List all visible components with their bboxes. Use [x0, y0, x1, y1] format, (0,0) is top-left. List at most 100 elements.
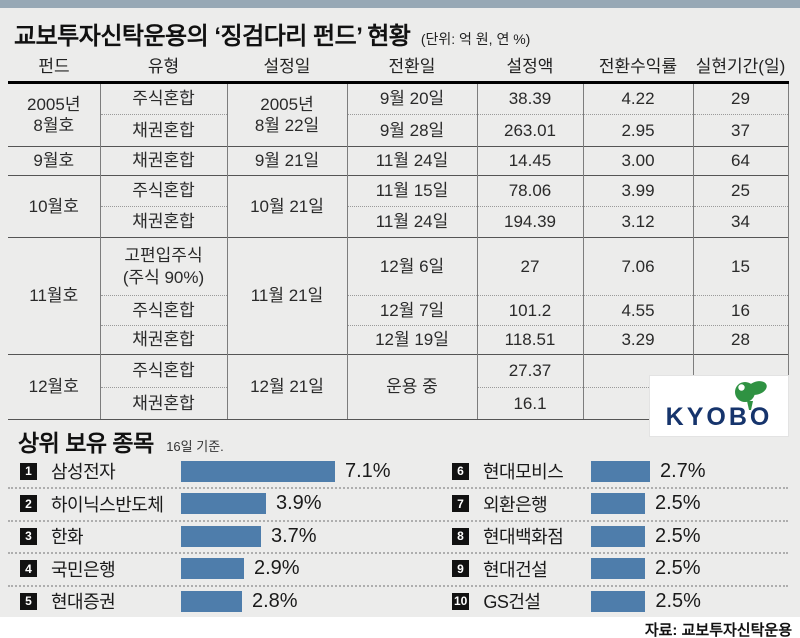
type-cell: 채권혼합: [99, 114, 227, 147]
return-cell: 4.55: [582, 295, 693, 326]
fund-cell: 12월호: [8, 354, 100, 420]
rank-badge: 3: [20, 527, 37, 545]
rank-badge: 9: [452, 560, 469, 578]
stock-name: 한화: [51, 527, 84, 548]
amount-cell: 16.1: [476, 387, 583, 420]
table-row: 11월호 고편입주식 (주식 90%) 11월 21일 12월 6일 27 7.…: [8, 237, 789, 355]
conv-date-cell: 11월 24일: [346, 146, 477, 176]
type-cell: 주식혼합: [99, 295, 227, 326]
amount-cell: 101.2: [476, 295, 583, 326]
days-cell: 15: [692, 237, 789, 296]
header-row: 펀드 유형 설정일 전환일 설정액 전환수익률 실현기간(일): [8, 52, 788, 84]
col-header-amount: 설정액: [477, 52, 583, 84]
holding-value: 3.7%: [271, 524, 317, 547]
table-row: 채권혼합 9월 28일 263.01 2.95 37: [8, 114, 789, 147]
stock-name: 국민은행: [51, 559, 116, 580]
fund-cell: 11월호: [8, 237, 100, 355]
conv-date-cell: 9월 28일: [346, 114, 477, 147]
set-date-cell: 11월 21일: [226, 237, 347, 355]
table-row: 12월호 주식혼합 12월 21일 운용 중 27.37: [8, 354, 789, 420]
stock-name: GS건설: [483, 592, 541, 613]
type-cell: 주식혼합: [99, 82, 227, 115]
rank-badge: 2: [20, 495, 37, 513]
return-cell: 2.95: [582, 114, 693, 147]
return-cell: 3.99: [582, 175, 693, 207]
return-cell: 3.12: [582, 206, 693, 238]
table-row: 채권혼합 11월 24일 194.39 3.12 34: [8, 206, 789, 238]
holdings-note: 16일 기준.: [166, 439, 224, 454]
type-cell: 고편입주식 (주식 90%): [99, 237, 227, 296]
page-title: 교보투자신탁운용의 ‘징검다리 펀드’ 현황: [14, 23, 411, 50]
type-cell: 채권혼합: [99, 146, 227, 176]
set-date-cell: 12월 21일: [226, 354, 347, 420]
amount-cell: 27: [476, 237, 583, 296]
stock-name: 현대백화점: [483, 527, 564, 548]
type-cell: 채권혼합: [99, 206, 227, 238]
holding-value: 3.9%: [276, 492, 322, 515]
kyobo-logo: KYOBO: [650, 376, 788, 436]
holding-bar: [591, 558, 645, 580]
unit-label: (단위: 억 원, 연 %): [420, 31, 531, 47]
fund-cell: 2005년 8월호: [27, 94, 81, 135]
dotted-divider: [8, 487, 788, 489]
holding-bar: [181, 558, 244, 580]
table-row: 채권혼합 12월 19일 118.51 3.29 28: [8, 325, 789, 355]
holdings-column-left: 1 삼성전자 7.1% 2 하이닉스반도체 3.9% 3 한화 3.7% 4 국…: [8, 455, 408, 618]
holding-item: 1 삼성전자 7.1%: [8, 455, 408, 488]
holdings-column-right: 6 현대모비스 2.7% 7 외환은행 2.5% 8 현대백화점 2.5% 9 …: [440, 455, 788, 618]
days-cell: 16: [692, 295, 789, 326]
table-row: 주식혼합 12월 7일 101.2 4.55 16: [8, 295, 789, 326]
holding-value: 2.5%: [655, 492, 701, 515]
dotted-divider: [8, 519, 788, 522]
holding-bar: [181, 493, 266, 515]
footer: 자료: 교보투자신탁운용: [0, 617, 800, 638]
holding-item: 7 외환은행 2.5%: [440, 488, 788, 521]
dotted-divider: [8, 552, 788, 554]
holding-value: 2.5%: [655, 589, 701, 612]
conv-date-cell: 9월 20일: [346, 82, 477, 115]
rank-badge: 10: [452, 592, 470, 610]
holding-item: 4 국민은행 2.9%: [8, 553, 408, 586]
col-header-set-date: 설정일: [227, 52, 347, 84]
col-header-conv-date: 전환일: [347, 52, 477, 84]
conv-date-cell: 11월 15일: [346, 175, 477, 207]
amount-cell: 14.45: [476, 146, 583, 176]
conv-date-cell: 12월 6일: [346, 237, 477, 296]
col-header-fund: 펀드: [8, 52, 100, 84]
return-cell: 3.00: [582, 146, 693, 176]
title-block: 교보투자신탁운용의 ‘징검다리 펀드’ 현황 (단위: 억 원, 연 %): [14, 16, 786, 51]
fund-table: 펀드 유형 설정일 전환일 설정액 전환수익률 실현기간(일) 2005년 8월…: [8, 52, 789, 420]
holding-item: 10 GS건설 2.5%: [440, 585, 788, 618]
rank-badge: 4: [20, 560, 37, 578]
holding-bar: [591, 590, 646, 612]
rank-badge: 1: [20, 462, 37, 480]
holding-bar: [591, 525, 645, 547]
holding-bar: [181, 590, 242, 612]
rank-badge: 7: [452, 495, 469, 513]
holding-item: 5 현대증권 2.8%: [8, 585, 408, 618]
col-header-return: 전환수익률: [583, 52, 693, 84]
amount-cell: 38.39: [476, 82, 583, 115]
stock-name: 삼성전자: [51, 462, 116, 483]
holding-value: 7.1%: [345, 459, 391, 482]
holding-bar: [181, 460, 335, 482]
set-date-cell: 9월 21일: [226, 146, 347, 176]
holding-item: 8 현대백화점 2.5%: [440, 520, 788, 553]
holding-value: 2.7%: [660, 459, 706, 482]
type-cell: 주식혼합: [99, 175, 227, 207]
days-cell: 34: [692, 206, 789, 238]
rank-badge: 6: [452, 462, 469, 480]
return-cell: 3.29: [582, 325, 693, 355]
dotted-divider: [8, 584, 788, 587]
source-label: 자료: 교보투자신탁운용: [644, 622, 792, 638]
type-cell: 주식혼합: [99, 354, 227, 388]
stock-name: 하이닉스반도체: [51, 494, 164, 515]
fund-cell: 9월호: [8, 146, 100, 176]
table-row: 9월호 채권혼합 9월 21일 11월 24일 14.45 3.00 64: [8, 146, 789, 176]
holding-value: 2.9%: [254, 557, 300, 580]
rank-badge: 5: [20, 592, 37, 610]
holdings-title: 상위 보유 종목: [18, 430, 154, 456]
days-cell: 25: [692, 175, 789, 207]
amount-cell: 118.51: [476, 325, 583, 355]
